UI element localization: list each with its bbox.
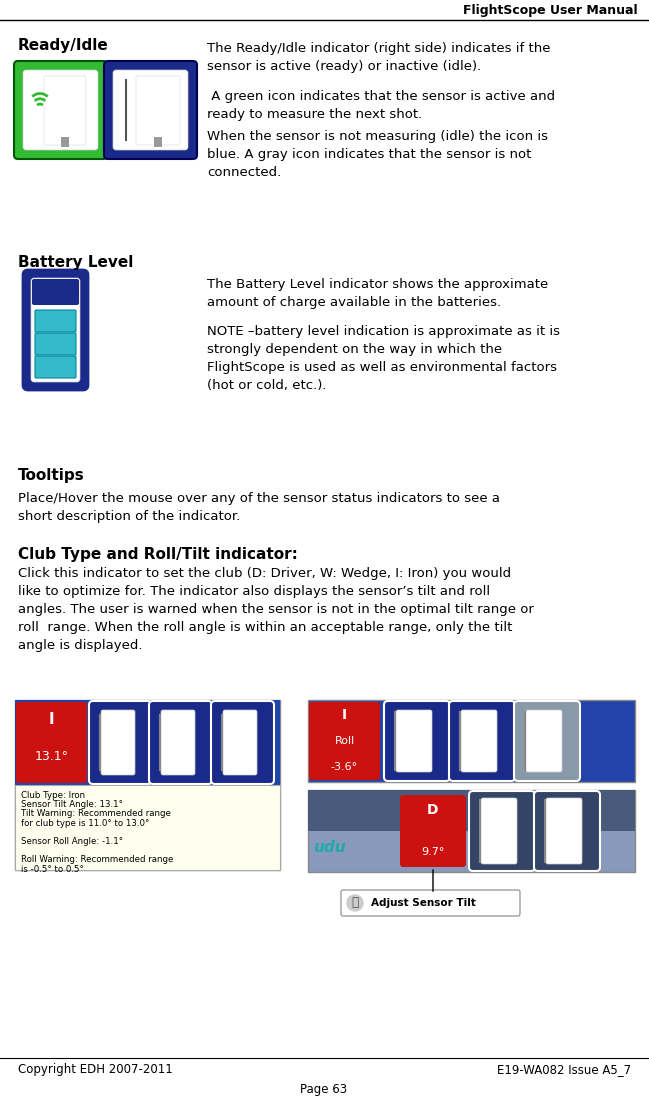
FancyBboxPatch shape [23, 70, 98, 150]
FancyBboxPatch shape [384, 700, 450, 781]
FancyBboxPatch shape [113, 70, 188, 150]
Bar [308, 790, 635, 872]
Text: Club Type: Iron: Club Type: Iron [21, 791, 85, 800]
Text: Adjust Sensor Tilt: Adjust Sensor Tilt [371, 899, 476, 908]
Text: -3.6°: -3.6° [331, 762, 358, 772]
Text: 9.7°: 9.7° [421, 847, 445, 857]
Text: Place/Hover the mouse over any of the sensor status indicators to see a
short de: Place/Hover the mouse over any of the se… [18, 492, 500, 523]
Bar [15, 700, 280, 786]
FancyBboxPatch shape [14, 62, 107, 159]
FancyBboxPatch shape [136, 76, 180, 145]
Text: Copyright EDH 2007-2011: Copyright EDH 2007-2011 [18, 1063, 173, 1076]
Bar [308, 790, 635, 831]
FancyBboxPatch shape [35, 356, 76, 378]
FancyBboxPatch shape [223, 709, 257, 775]
Text: I: I [342, 708, 347, 722]
Text: FlightScope User Manual: FlightScope User Manual [463, 4, 638, 17]
FancyBboxPatch shape [211, 700, 274, 784]
FancyBboxPatch shape [534, 791, 600, 871]
Text: I: I [49, 713, 55, 727]
FancyBboxPatch shape [23, 270, 88, 391]
FancyBboxPatch shape [481, 798, 517, 864]
Text: Tilt Warning: Recommended range: Tilt Warning: Recommended range [21, 809, 171, 818]
FancyBboxPatch shape [546, 798, 582, 864]
FancyBboxPatch shape [400, 794, 466, 867]
Text: Battery Level: Battery Level [18, 255, 134, 270]
Bar [308, 700, 635, 782]
FancyBboxPatch shape [101, 709, 135, 775]
Text: When the sensor is not measuring (idle) the icon is
blue. A gray icon indicates : When the sensor is not measuring (idle) … [207, 130, 548, 179]
Text: E19-WA082 Issue A5_7: E19-WA082 Issue A5_7 [497, 1063, 631, 1076]
Text: 13.1°: 13.1° [34, 751, 69, 763]
Bar [15, 786, 280, 869]
Text: D: D [427, 803, 439, 817]
Bar [15, 700, 280, 869]
FancyBboxPatch shape [469, 791, 535, 871]
Text: ⓘ: ⓘ [351, 896, 359, 910]
FancyBboxPatch shape [16, 702, 87, 783]
FancyBboxPatch shape [35, 310, 76, 332]
Text: Roll: Roll [334, 736, 354, 746]
Text: Sensor Roll Angle: -1.1°: Sensor Roll Angle: -1.1° [21, 837, 123, 846]
Text: Roll Warning: Recommended range: Roll Warning: Recommended range [21, 855, 173, 864]
FancyBboxPatch shape [161, 709, 195, 775]
FancyBboxPatch shape [461, 709, 497, 772]
Bar [154, 137, 162, 147]
Text: The Battery Level indicator shows the approximate
amount of charge available in : The Battery Level indicator shows the ap… [207, 278, 548, 309]
FancyBboxPatch shape [89, 700, 152, 784]
FancyBboxPatch shape [149, 700, 212, 784]
FancyBboxPatch shape [396, 709, 432, 772]
Text: for club type is 11.0° to 13.0°: for club type is 11.0° to 13.0° [21, 819, 149, 828]
Text: Click this indicator to set the club (D: Driver, W: Wedge, I: Iron) you would
li: Click this indicator to set the club (D:… [18, 567, 534, 652]
Text: Club Type and Roll/Tilt indicator:: Club Type and Roll/Tilt indicator: [18, 547, 298, 562]
FancyBboxPatch shape [341, 890, 520, 916]
Circle shape [347, 895, 363, 911]
FancyBboxPatch shape [32, 279, 79, 305]
Text: Ready/Idle: Ready/Idle [18, 38, 109, 53]
Text: The Ready/Idle indicator (right side) indicates if the
sensor is active (ready) : The Ready/Idle indicator (right side) in… [207, 43, 550, 73]
Text: Sensor Tilt Angle: 13.1°: Sensor Tilt Angle: 13.1° [21, 800, 123, 809]
Text: A green icon indicates that the sensor is active and
ready to measure the next s: A green icon indicates that the sensor i… [207, 90, 555, 121]
Text: Tooltips: Tooltips [18, 468, 85, 483]
Text: Page 63: Page 63 [300, 1083, 348, 1096]
Text: NOTE –battery level indication is approximate as it is
strongly dependent on the: NOTE –battery level indication is approx… [207, 325, 560, 392]
Text: udu: udu [313, 839, 346, 855]
FancyBboxPatch shape [514, 700, 580, 781]
FancyBboxPatch shape [44, 76, 86, 145]
FancyBboxPatch shape [35, 333, 76, 355]
Bar [61, 137, 69, 147]
FancyBboxPatch shape [526, 709, 562, 772]
FancyBboxPatch shape [104, 62, 197, 159]
Text: is -0.5° to 0.5°: is -0.5° to 0.5° [21, 865, 84, 874]
FancyBboxPatch shape [309, 702, 380, 780]
FancyBboxPatch shape [31, 278, 80, 382]
FancyBboxPatch shape [449, 700, 515, 781]
